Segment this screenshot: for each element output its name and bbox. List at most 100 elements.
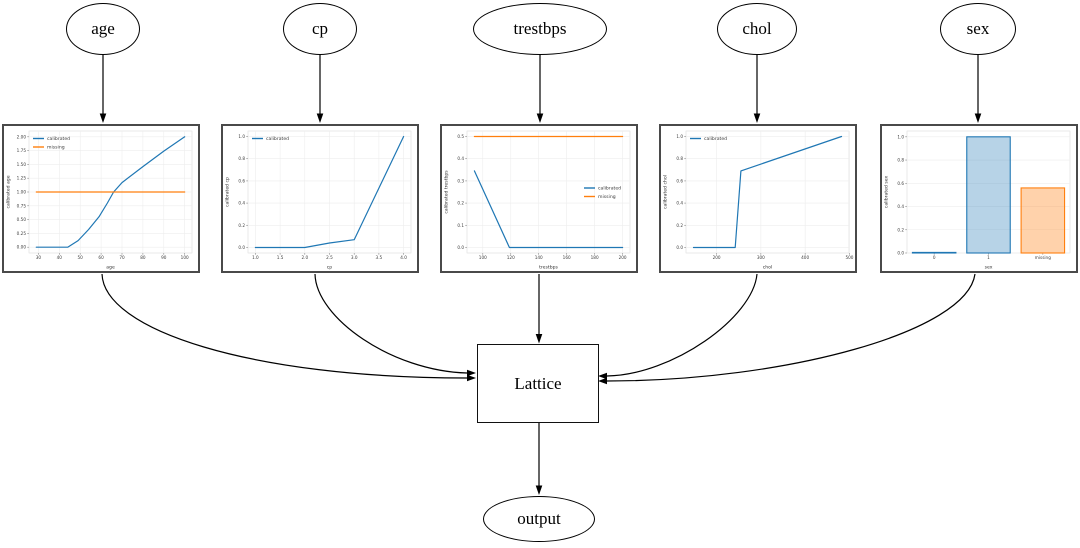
svg-text:0.4: 0.4 [897,204,904,209]
svg-text:0.00: 0.00 [17,245,27,250]
arrowhead [598,372,607,380]
input-node-trestbps-label: trestbps [513,19,567,38]
svg-text:3.0: 3.0 [351,255,358,260]
svg-text:0.8: 0.8 [897,158,904,163]
input-node-chol: chol [717,3,797,55]
svg-text:age: age [106,266,115,271]
svg-text:60: 60 [98,255,104,260]
svg-text:0.25: 0.25 [17,231,27,236]
svg-text:missing: missing [47,145,65,151]
svg-text:0: 0 [933,255,936,260]
svg-text:1.0: 1.0 [897,134,904,139]
svg-text:1.00: 1.00 [17,190,27,195]
svg-text:0.3: 0.3 [457,178,464,183]
svg-text:calibrated: calibrated [704,136,727,142]
arrowhead [467,369,476,377]
svg-text:1.75: 1.75 [17,148,27,153]
output-node-label: output [517,509,561,528]
svg-text:0.1: 0.1 [457,223,464,228]
svg-text:0.6: 0.6 [238,178,245,183]
calibrator-plot-sex: 0 1 missing 0.0 0.2 0.4 0.6 0.8 1.0 sex calibrated… [880,124,1078,273]
svg-text:50: 50 [78,255,84,260]
svg-text:0.0: 0.0 [238,245,245,250]
svg-text:calibrated sex: calibrated sex [884,176,890,209]
svg-text:3.5: 3.5 [376,255,383,260]
arrowhead [316,113,324,123]
svg-text:0.8: 0.8 [676,156,683,161]
svg-text:120: 120 [507,255,515,260]
input-node-age-label: age [91,19,115,38]
calibrator-plot-age: 30 40 50 60 70 80 90 100 0.00 0.25 0.50 0.75 1.00 1.2… [2,124,200,273]
svg-text:2.00: 2.00 [17,134,27,139]
calibration-chart-sex: 0 1 missing 0.0 0.2 0.4 0.6 0.8 1.0 sex calibrated… [884,130,1071,271]
svg-text:4.0: 4.0 [400,255,407,260]
svg-text:0.6: 0.6 [897,181,904,186]
arrowhead [598,377,607,385]
input-node-chol-label: chol [742,19,772,38]
svg-text:trestbps: trestbps [539,265,558,271]
edge-cp-plot-to-lattice [314,273,468,374]
svg-text:160: 160 [563,255,571,260]
svg-text:2.0: 2.0 [301,255,308,260]
input-node-sex-label: sex [966,19,990,38]
arrowhead [753,113,761,123]
svg-text:80: 80 [140,255,146,260]
svg-text:1.0: 1.0 [238,134,245,139]
calibration-chart-age: 30 40 50 60 70 80 90 100 0.00 0.25 0.50 0.75 1.00 1.2… [6,130,193,271]
svg-text:2.5: 2.5 [326,255,333,260]
svg-text:missing: missing [598,194,616,200]
svg-text:calibrated: calibrated [598,186,621,192]
arrowhead [535,334,543,344]
input-node-age: age [66,3,140,55]
svg-text:1.0: 1.0 [252,255,259,260]
arrowheads [99,113,982,495]
output-node: output [483,496,595,542]
svg-text:100: 100 [479,255,487,260]
input-node-cp-label: cp [311,19,329,38]
svg-text:cp: cp [327,266,333,271]
svg-text:sex: sex [985,266,993,271]
svg-text:calibrated trestbps: calibrated trestbps [444,170,450,214]
svg-text:70: 70 [119,255,125,260]
svg-text:140: 140 [535,255,543,260]
svg-text:0.2: 0.2 [457,201,464,206]
edge-age-plot-to-lattice [101,273,468,379]
calibrator-plot-trestbps: 100 120 140 160 180 200 0.0 0.1 0.2 0.3 0.4 0.5 tres… [440,124,638,273]
svg-text:200: 200 [619,255,627,260]
svg-text:200: 200 [713,255,721,260]
svg-text:calibrated: calibrated [47,136,70,142]
calibration-chart-chol: 200 300 400 500 0.0 0.2 0.4 0.6 0.8 1.0 chol calibr… [663,130,854,271]
edge-sex-plot-to-lattice [606,273,976,382]
svg-text:400: 400 [801,255,809,260]
input-node-sex: sex [940,3,1016,55]
svg-text:calibrated age: calibrated age [6,175,12,208]
svg-text:0.2: 0.2 [897,227,904,232]
calibrator-plot-chol: 200 300 400 500 0.0 0.2 0.4 0.6 0.8 1.0 chol calibr… [659,124,857,273]
input-node-cp: cp [283,3,357,55]
svg-text:0.0: 0.0 [457,245,464,250]
edge-chol-plot-to-lattice [606,273,758,377]
svg-text:0.4: 0.4 [676,201,683,206]
svg-text:40: 40 [57,255,63,260]
svg-text:300: 300 [757,255,765,260]
svg-text:1.50: 1.50 [17,162,27,167]
calibrator-plot-cp: 1.0 1.5 2.0 2.5 3.0 3.5 4.0 0.0 0.2 0.4 0.6 0.8 1.0 c… [221,124,419,273]
svg-text:0.0: 0.0 [676,245,683,250]
svg-text:500: 500 [845,255,853,260]
svg-text:missing: missing [1035,255,1051,260]
svg-text:1.25: 1.25 [17,176,27,181]
arrowhead [974,113,982,123]
svg-text:0.6: 0.6 [676,178,683,183]
svg-text:1.5: 1.5 [277,255,284,260]
svg-text:30: 30 [36,255,42,260]
svg-text:0.2: 0.2 [676,223,683,228]
svg-text:180: 180 [591,255,599,260]
lattice-node-label: Lattice [514,373,562,393]
arrowhead [99,113,107,123]
svg-text:0.2: 0.2 [238,223,245,228]
arrowhead [467,374,476,382]
arrowhead [536,113,544,123]
calibration-chart-cp: 1.0 1.5 2.0 2.5 3.0 3.5 4.0 0.0 0.2 0.4 0.6 0.8 1.0 c… [225,130,412,271]
svg-text:calibrated cp: calibrated cp [225,177,231,207]
